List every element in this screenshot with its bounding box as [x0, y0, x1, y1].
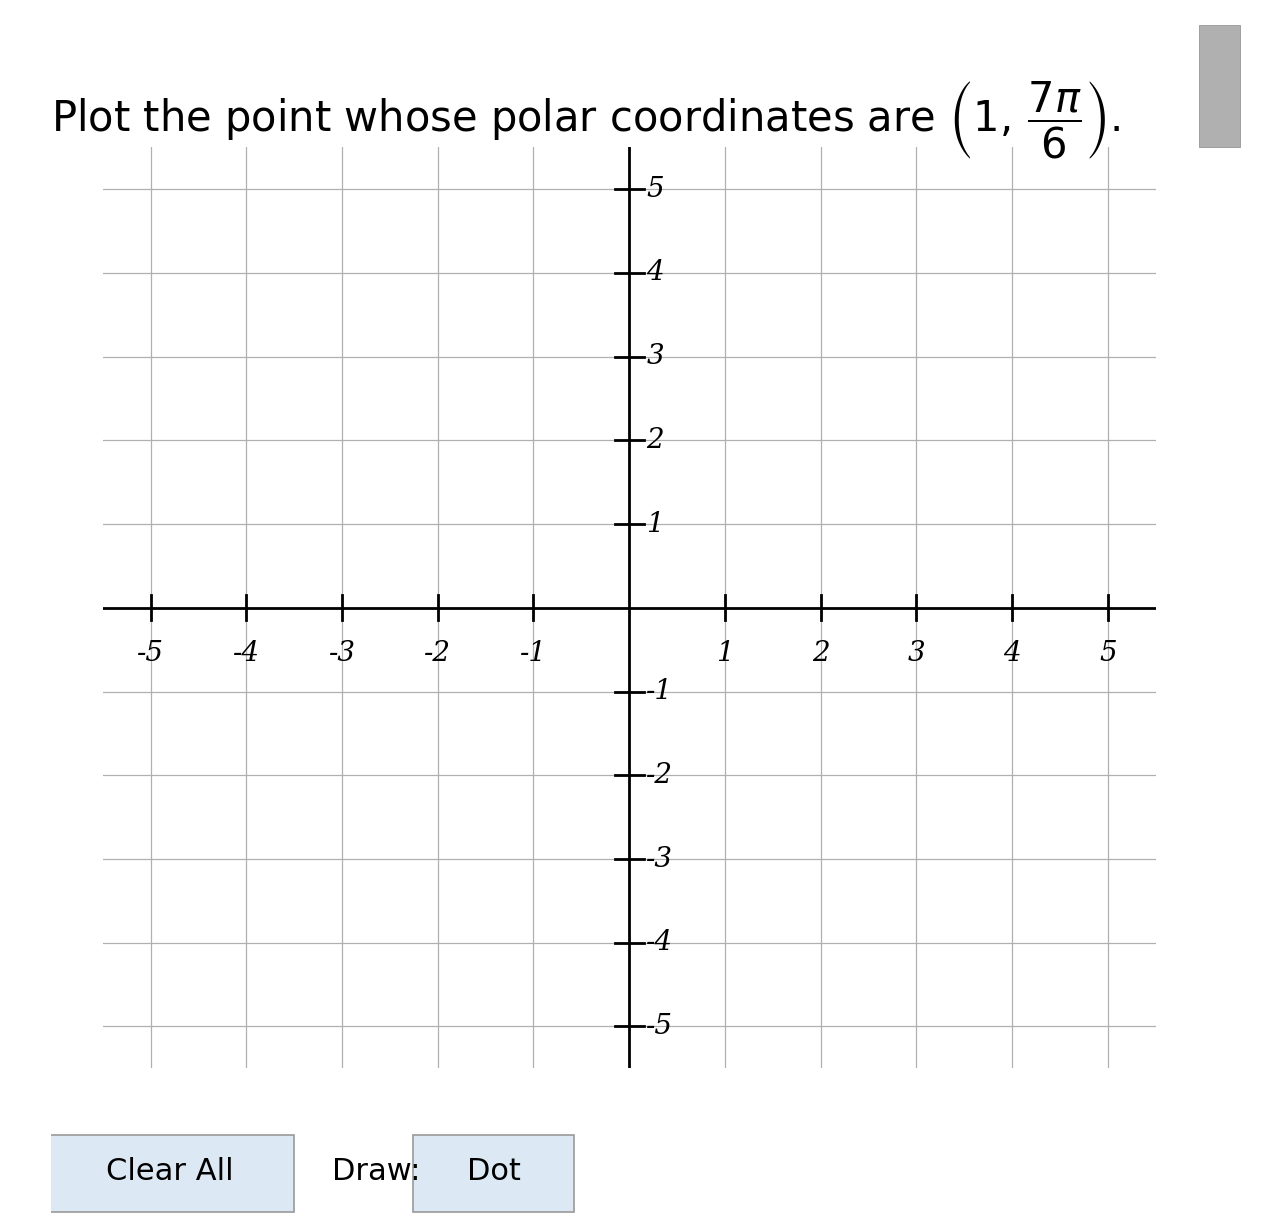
Text: -5: -5	[646, 1013, 673, 1040]
Text: Plot the point whose polar coordinates are $\left(1,\,\dfrac{7\pi}{6}\right).$: Plot the point whose polar coordinates a…	[51, 80, 1121, 161]
Text: 5: 5	[1099, 640, 1117, 667]
FancyBboxPatch shape	[1199, 25, 1240, 147]
FancyBboxPatch shape	[412, 1135, 574, 1212]
Text: 1: 1	[716, 640, 733, 667]
Text: 1: 1	[646, 511, 664, 538]
Text: 3: 3	[908, 640, 924, 667]
Text: 5: 5	[646, 176, 664, 203]
Text: -4: -4	[232, 640, 259, 667]
Text: -2: -2	[424, 640, 451, 667]
Text: -1: -1	[646, 678, 673, 705]
Text: -3: -3	[646, 846, 673, 873]
Text: -5: -5	[137, 640, 164, 667]
Text: 4: 4	[1003, 640, 1021, 667]
Text: 4: 4	[646, 259, 664, 286]
Text: 3: 3	[646, 343, 664, 370]
Text: 2: 2	[646, 427, 664, 454]
Text: -2: -2	[646, 761, 673, 788]
Text: Dot: Dot	[466, 1157, 520, 1185]
Text: Draw:: Draw:	[331, 1157, 420, 1185]
FancyBboxPatch shape	[46, 1135, 294, 1212]
Text: Clear All: Clear All	[107, 1157, 234, 1185]
Text: -4: -4	[646, 930, 673, 957]
Text: -1: -1	[520, 640, 547, 667]
Text: -3: -3	[329, 640, 356, 667]
Text: 2: 2	[811, 640, 829, 667]
